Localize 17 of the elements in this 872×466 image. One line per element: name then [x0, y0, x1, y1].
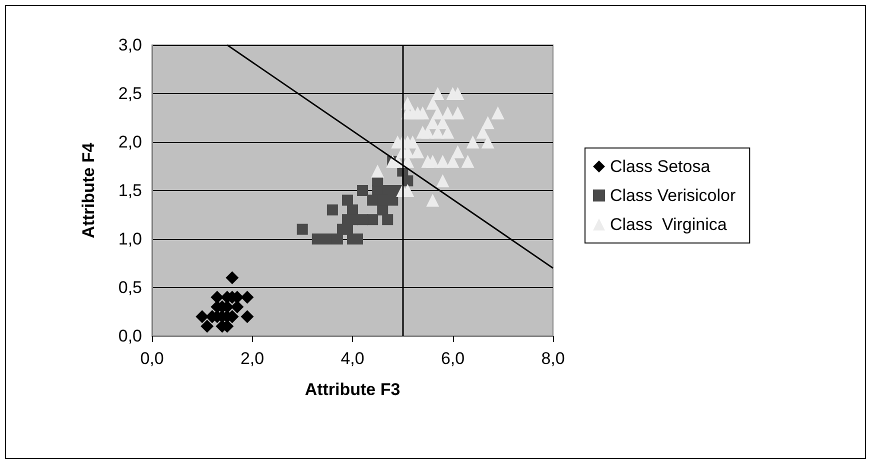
x-tick-label: 2,0 — [240, 349, 264, 368]
y-tick-label: 2,5 — [118, 84, 142, 103]
legend-label: Class Setosa — [610, 157, 711, 176]
y-tick-label: 0,0 — [118, 326, 142, 346]
x-tick-label: 4,0 — [340, 349, 364, 368]
legend-label: Class Virginica — [610, 215, 728, 234]
y-axis-title: Attribute F4 — [79, 142, 98, 238]
y-tick-label: 1,0 — [118, 230, 142, 248]
x-axis-title: Attribute F3 — [304, 380, 400, 399]
legend-label: Class Verisicolor — [610, 186, 736, 205]
y-tick-label: 2,0 — [118, 132, 142, 152]
x-tick-label: 8,0 — [541, 349, 565, 368]
x-tick-label: 0,0 — [140, 349, 164, 368]
y-tick-label: 3,0 — [118, 36, 142, 54]
x-tick-label: 6,0 — [440, 349, 465, 368]
y-tick-label: 1,5 — [118, 181, 142, 200]
y-tick-label: 0,5 — [118, 278, 142, 297]
